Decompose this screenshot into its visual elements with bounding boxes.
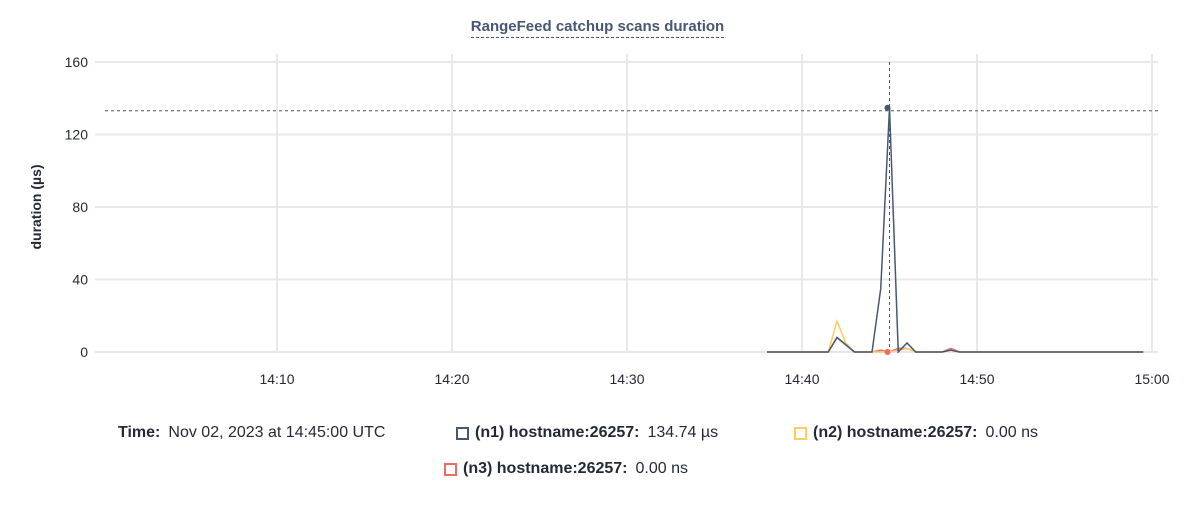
series-line (767, 336, 1144, 353)
x-tick-label: 14:10 (259, 371, 294, 387)
y-tick-label: 160 (65, 54, 89, 70)
x-tick-label: 14:20 (434, 371, 469, 387)
legend-item-n1: (n1) hostname:26257: 134.74 µs (456, 424, 718, 442)
series-line (767, 107, 1144, 354)
hover-point (884, 349, 891, 355)
y-tick-label: 40 (72, 272, 88, 288)
legend-value: 0.00 ns (985, 424, 1038, 441)
legend-item-n2: (n2) hostname:26257: 0.00 ns (794, 424, 1038, 442)
legend-swatch (444, 462, 457, 476)
time-label: Time: (118, 424, 161, 441)
legend-label: (n2) hostname:26257: (813, 424, 978, 441)
series-line (767, 318, 1144, 353)
chart-title: RangeFeed catchup scans duration (0, 18, 1195, 38)
legend-swatch (456, 426, 469, 440)
legend-item-n3: (n3) hostname:26257: 0.00 ns (444, 460, 688, 478)
x-tick-label: 14:40 (784, 371, 819, 387)
legend-label: (n1) hostname:26257: (475, 424, 640, 441)
x-tick-label: 14:30 (609, 371, 644, 387)
y-tick-label: 0 (80, 344, 88, 360)
x-tick-label: 15:00 (1134, 371, 1169, 387)
time-value: Nov 02, 2023 at 14:45:00 UTC (168, 424, 386, 441)
legend-time: Time: Nov 02, 2023 at 14:45:00 UTC (118, 424, 385, 442)
y-tick-label: 80 (72, 199, 88, 215)
legend-swatch (794, 426, 807, 440)
legend-value: 0.00 ns (635, 460, 688, 477)
chart[interactable]: 0 40 80 120 160 14:10 14:20 14:30 14:40 14:50 15:0… (0, 0, 1195, 400)
legend-value: 134.74 µs (647, 424, 719, 441)
x-tick-label: 14:50 (959, 371, 994, 387)
hover-point (884, 104, 891, 111)
y-tick-label: 120 (65, 127, 89, 143)
y-axis-label: duration (µs) (28, 164, 44, 249)
legend-label: (n3) hostname:26257: (463, 460, 628, 477)
chart-title-text: RangeFeed catchup scans duration (470, 18, 725, 38)
